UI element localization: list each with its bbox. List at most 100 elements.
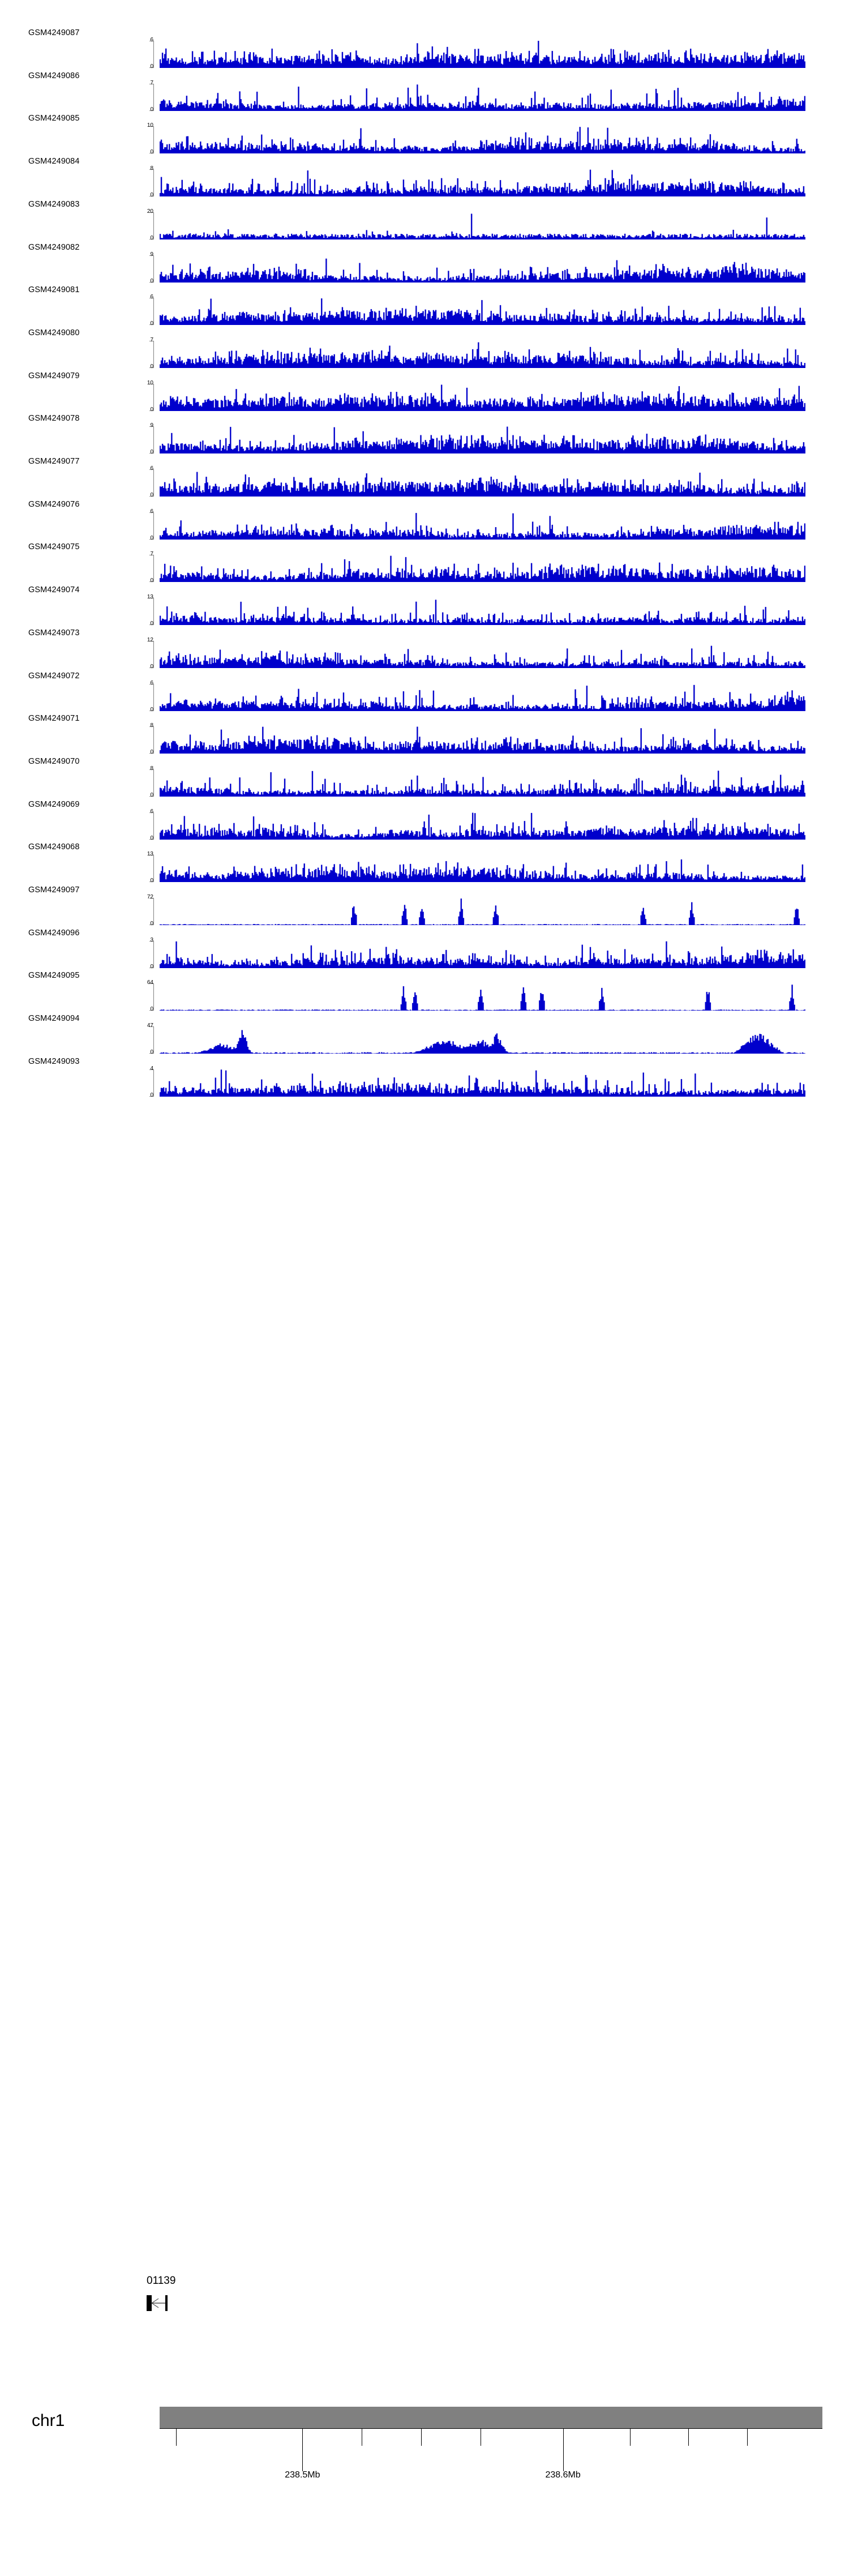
y-axis-min-label: 0 [150,406,153,413]
y-axis-max-label: 6 [150,37,153,43]
coverage-histogram [160,213,805,239]
coverage-path [160,771,805,797]
y-axis-line [153,383,154,411]
coverage-track-gsm4249073[interactable]: GSM4249073 12 0 [0,628,849,670]
track-plot-area[interactable]: 13 0 [147,851,805,884]
coverage-histogram [160,127,805,154]
coverage-track-gsm4249079[interactable]: GSM4249079 10 0 [0,371,849,413]
ideogram-bar[interactable] [160,2407,822,2428]
track-plot-area[interactable]: 10 0 [147,380,805,413]
coverage-track-gsm4249084[interactable]: GSM4249084 8 0 [0,157,849,198]
y-axis-tick-min [149,1053,154,1054]
coverage-track-gsm4249070[interactable]: GSM4249070 8 0 [0,757,849,798]
y-axis-line [153,769,154,797]
track-label: GSM4249078 [28,414,80,423]
ruler-tick-minor [175,2429,177,2446]
y-axis-max-label: 7 [150,79,153,86]
coverage-track-gsm4249076[interactable]: GSM4249076 6 0 [0,500,849,541]
coverage-track-gsm4249081[interactable]: GSM4249081 6 0 [0,285,849,327]
coverage-histogram [160,812,805,840]
coverage-histogram [160,1030,805,1054]
track-label: GSM4249070 [28,756,80,766]
coverage-track-gsm4249069[interactable]: GSM4249069 6 0 [0,800,849,841]
chromosome-label: chr1 [32,2411,65,2430]
y-axis-line [153,298,154,326]
coverage-path [160,472,805,497]
coverage-track-gsm4249071[interactable]: GSM4249071 8 0 [0,714,849,755]
y-axis-min-label: 0 [150,663,153,670]
coverage-path [160,985,805,1011]
track-plot-area[interactable]: 72 0 [147,894,805,927]
coverage-histogram [160,258,805,283]
coverage-track-gsm4249087[interactable]: GSM4249087 6 0 [0,28,849,70]
coverage-path [160,941,805,968]
track-plot-area[interactable]: 13 0 [147,594,805,627]
ruler-baseline [160,2428,822,2429]
y-axis-line [153,469,154,497]
y-axis-min-label: 0 [150,192,153,199]
coverage-track-gsm4249097[interactable]: GSM4249097 72 0 [0,885,849,927]
coverage-track-gsm4249068[interactable]: GSM4249068 13 0 [0,842,849,884]
coverage-track-gsm4249080[interactable]: GSM4249080 7 0 [0,328,849,370]
track-label: GSM4249093 [28,1056,80,1066]
y-axis-tick-max [149,983,154,985]
coverage-path [160,127,805,154]
coverage-track-gsm4249093[interactable]: GSM4249093 4 0 [0,1057,849,1098]
coverage-track-gsm4249074[interactable]: GSM4249074 13 0 [0,585,849,627]
coverage-track-gsm4249094[interactable]: GSM4249094 47 0 [0,1014,849,1055]
y-axis-tick-min [149,110,154,111]
track-plot-area[interactable]: 20 0 [147,208,805,241]
coverage-histogram [160,41,805,68]
y-axis-line [153,683,154,711]
coverage-histogram [160,298,805,326]
y-axis-min-label: 0 [150,878,153,884]
y-axis-max-label: 3 [150,936,153,943]
coverage-path [160,258,805,283]
coverage-track-gsm4249072[interactable]: GSM4249072 6 0 [0,671,849,713]
y-axis-min-label: 0 [150,277,153,284]
y-axis-line [153,555,154,583]
track-plot-area[interactable]: 47 0 [147,1022,805,1055]
coverage-track-gsm4249077[interactable]: GSM4249077 6 0 [0,457,849,498]
y-axis-line [153,169,154,197]
coverage-track-gsm4249082[interactable]: GSM4249082 9 0 [0,243,849,284]
y-axis-line [153,812,154,840]
coverage-track-gsm4249083[interactable]: GSM4249083 20 0 [0,200,849,241]
y-axis-min-label: 0 [150,749,153,756]
coverage-track-gsm4249085[interactable]: GSM4249085 10 0 [0,114,849,155]
track-plot-area[interactable]: 64 0 [147,979,805,1012]
track-plot-area[interactable]: 12 0 [147,637,805,670]
y-axis-min-label: 0 [150,963,153,970]
coverage-track-gsm4249086[interactable]: GSM4249086 7 0 [0,71,849,113]
gene-annotation-track[interactable]: 01139 [0,2275,849,2337]
y-axis-tick-max [149,812,154,813]
coverage-track-gsm4249096[interactable]: GSM4249096 3 0 [0,928,849,970]
coverage-track-gsm4249095[interactable]: GSM4249095 64 0 [0,971,849,1012]
track-label: GSM4249073 [28,628,80,637]
ruler-tick-minor [747,2429,748,2446]
chromosome-ruler-track: chr1 238.5Mb 238.6Mb [0,2403,849,2505]
y-axis-tick-max [149,212,154,213]
coverage-track-gsm4249075[interactable]: GSM4249075 7 0 [0,542,849,584]
coverage-histogram [160,472,805,497]
track-plot-area[interactable]: 10 0 [147,122,805,155]
y-axis-max-label: 64 [147,979,153,986]
gene-model-icon[interactable] [147,2295,192,2312]
coverage-track-gsm4249078[interactable]: GSM4249078 9 0 [0,414,849,455]
